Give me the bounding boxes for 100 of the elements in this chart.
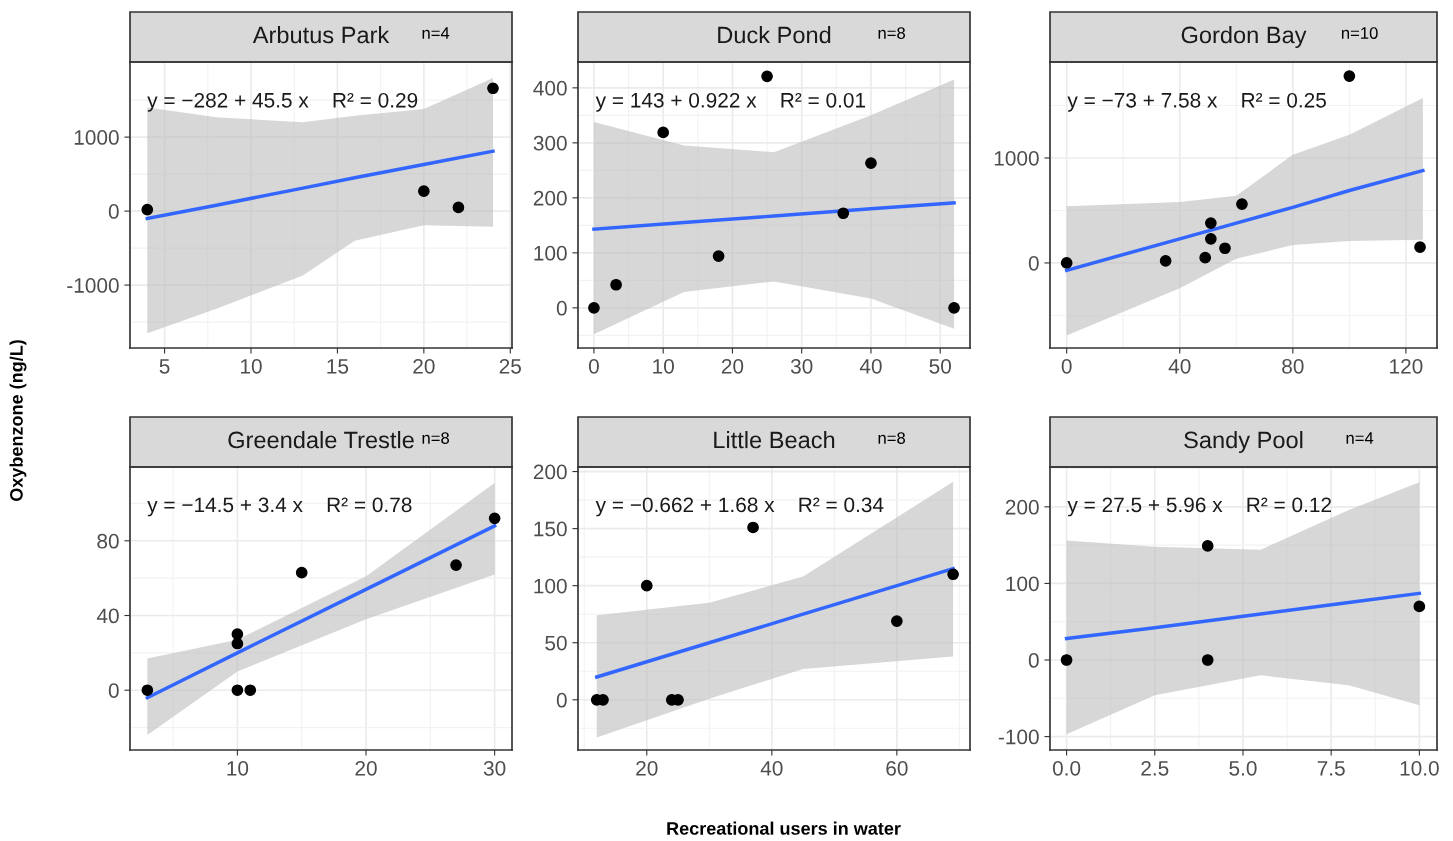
text: n=8 bbox=[878, 27, 906, 39]
point bbox=[712, 250, 725, 262]
x-tick-label: 50 bbox=[929, 358, 951, 374]
y-tick-label: 0 bbox=[556, 692, 567, 708]
point bbox=[418, 185, 430, 197]
x-tick-label: 40 bbox=[760, 760, 783, 776]
x-tick-label: 40 bbox=[1168, 358, 1191, 374]
x-tick-label: 0 bbox=[1061, 358, 1072, 374]
point bbox=[141, 203, 154, 216]
annotation: y = −73 + 7.58 x R² = 0.25 bbox=[1067, 92, 1326, 112]
y-tick-label: 40 bbox=[96, 608, 119, 624]
point bbox=[837, 207, 850, 220]
y-tick-label: 200 bbox=[1005, 499, 1039, 515]
y-tick-label: 100 bbox=[534, 245, 567, 261]
x-tick-label: 30 bbox=[483, 760, 506, 776]
point bbox=[1414, 241, 1426, 254]
annotation: y = −14.5 + 3.4 x R² = 0.78 bbox=[147, 497, 412, 517]
chart-title: Sandy Pool bbox=[1184, 430, 1303, 454]
y-tick-label: 300 bbox=[533, 135, 567, 151]
chart-title: Little Beach bbox=[714, 430, 835, 449]
x-tick-label: 60 bbox=[886, 760, 908, 776]
x-tick-label: 80 bbox=[1282, 358, 1304, 374]
point bbox=[891, 615, 903, 627]
text: n=8 bbox=[422, 432, 450, 444]
text: n=10 bbox=[1341, 27, 1378, 39]
point bbox=[1060, 257, 1073, 269]
point bbox=[747, 521, 759, 534]
point bbox=[295, 566, 308, 579]
y-tick-label: 0 bbox=[1028, 653, 1039, 668]
x-tick-label: 10 bbox=[241, 358, 262, 374]
point bbox=[640, 579, 653, 592]
point bbox=[1060, 654, 1073, 666]
x-tick-label: 15 bbox=[327, 359, 349, 374]
x-tick-label: 30 bbox=[790, 358, 813, 374]
y-tick-label: 0 bbox=[1028, 255, 1039, 271]
chart-title: Gordon Bay bbox=[1181, 26, 1307, 48]
point bbox=[141, 684, 154, 697]
y-tick-label: 0 bbox=[556, 300, 567, 316]
x-tick-label: 10.0 bbox=[1400, 760, 1439, 776]
x-tick-label: 7.5 bbox=[1317, 761, 1345, 776]
point bbox=[610, 278, 622, 291]
x-tick-label: 2.5 bbox=[1141, 760, 1169, 776]
chart-title: Greendale Trestle bbox=[228, 430, 414, 449]
x-tick-label: 10 bbox=[653, 358, 674, 374]
x-tick-label: 20 bbox=[413, 358, 435, 374]
point bbox=[588, 302, 600, 314]
x-tick-label: 20 bbox=[355, 760, 377, 776]
chart-title: Arbutus Park bbox=[252, 26, 390, 44]
point bbox=[1201, 540, 1214, 552]
x-tick-label: 5.0 bbox=[1229, 760, 1257, 776]
y-tick-label: -1000 bbox=[67, 278, 119, 293]
point bbox=[487, 82, 499, 95]
y-tick-label: 200 bbox=[533, 190, 567, 206]
point bbox=[761, 70, 773, 83]
y-axis-title: Oxybenzone (ng/L) bbox=[9, 340, 27, 501]
text: n=4 bbox=[1346, 432, 1374, 444]
y-tick-label: 1000 bbox=[994, 150, 1039, 166]
text: n=4 bbox=[422, 27, 450, 39]
point bbox=[231, 637, 244, 650]
point bbox=[1205, 217, 1217, 229]
point bbox=[450, 559, 462, 571]
y-tick-label: 80 bbox=[97, 533, 119, 549]
chart-title: Duck Pond bbox=[718, 26, 831, 44]
point bbox=[657, 126, 670, 139]
line-series bbox=[592, 201, 956, 231]
point bbox=[1205, 232, 1217, 245]
y-tick-label: 200 bbox=[533, 464, 567, 480]
point bbox=[244, 684, 257, 697]
point bbox=[1413, 600, 1426, 613]
point bbox=[1343, 70, 1356, 82]
point bbox=[947, 568, 959, 581]
point bbox=[1199, 251, 1212, 264]
point bbox=[948, 302, 960, 314]
y-tick-label: 400 bbox=[533, 80, 567, 96]
x-tick-label: 25 bbox=[499, 358, 521, 374]
y-tick-label: 100 bbox=[1006, 576, 1039, 592]
x-tick-label: 20 bbox=[721, 358, 744, 374]
y-tick-label: 50 bbox=[545, 635, 567, 651]
x-tick-label: 0 bbox=[588, 358, 599, 374]
text: n=8 bbox=[878, 432, 906, 444]
y-tick-label: 0 bbox=[108, 683, 119, 698]
point bbox=[1201, 654, 1214, 666]
x-tick-label: 0.0 bbox=[1052, 760, 1081, 776]
line-series bbox=[145, 149, 495, 221]
x-tick-label: 5 bbox=[159, 359, 170, 374]
x-axis-title: Recreational users in water bbox=[667, 821, 901, 835]
y-tick-label: 150 bbox=[534, 521, 567, 537]
y-tick-label: 100 bbox=[534, 578, 567, 594]
annotation: y = −282 + 45.5 x R² = 0.29 bbox=[147, 92, 418, 112]
x-tick-label: 20 bbox=[636, 760, 658, 776]
y-tick-label: -100 bbox=[998, 729, 1039, 745]
annotation: y = 27.5 + 5.96 x R² = 0.12 bbox=[1067, 497, 1331, 517]
x-tick-label: 40 bbox=[859, 358, 882, 374]
annotation: y = −0.662 + 1.68 x R² = 0.34 bbox=[595, 497, 884, 517]
point bbox=[865, 157, 877, 170]
x-tick-label: 10 bbox=[227, 760, 249, 776]
point bbox=[1159, 255, 1172, 267]
point bbox=[452, 201, 465, 214]
x-tick-label: 120 bbox=[1390, 358, 1423, 374]
point bbox=[1236, 198, 1248, 211]
